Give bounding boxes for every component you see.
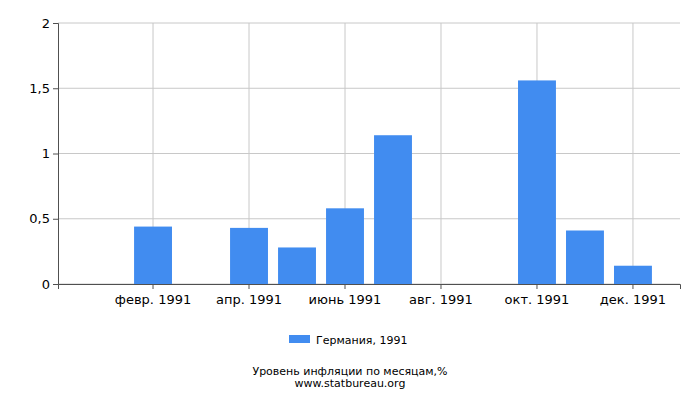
bar [230,228,268,284]
bars [134,80,652,284]
grid-line [58,88,680,89]
tick-mark [53,219,58,220]
tick: 1,5 [29,81,58,96]
tick: авг. 1991 [409,284,473,307]
tick-mark [53,88,58,89]
tick-mark [249,284,250,289]
axis-line [53,24,59,285]
grid-line [58,153,680,154]
tick-label: 0 [42,277,50,292]
bar [182,284,220,285]
tick: февр. 1991 [115,284,191,307]
bar [518,80,556,284]
tick: июнь 1991 [309,284,382,307]
tick-mark [53,154,58,155]
y-axis: 0 0,5 1 1,5 2 [29,16,58,292]
bar [86,284,124,285]
axis-line [59,285,681,290]
tick-label: апр. 1991 [216,292,282,307]
tick-label: 2 [42,16,50,31]
tick: дек. 1991 [600,284,666,307]
bar [374,135,412,284]
tick: 2 [42,16,58,31]
bar [278,247,316,284]
bar [470,284,508,285]
tick: 0,5 [29,211,58,226]
tick-label: дек. 1991 [600,292,666,307]
tick: апр. 1991 [216,284,282,307]
legend: Германия, 1991 [289,334,407,347]
legend-swatch [289,335,310,343]
tick-label: февр. 1991 [115,292,191,307]
chart: 0 0,5 1 1,5 2 февр. 1991 апр. 1991 июнь 1991 авг… [0,0,700,400]
tick-label: авг. 1991 [409,292,473,307]
grid-line [632,23,633,284]
subtitle: www.statbureau.org [295,377,406,390]
tick-mark [53,284,58,285]
legend-label: Германия, 1991 [316,334,407,347]
x-axis: февр. 1991 апр. 1991 июнь 1991 авг. 1991 окт… [59,284,681,307]
bar [422,284,460,285]
tick: 0 [42,277,58,292]
tick-mark [153,284,154,289]
tick-label: окт. 1991 [505,292,570,307]
tick-mark [632,284,633,289]
tick-label: 1 [42,146,50,161]
grid [58,23,680,284]
bar [566,230,604,284]
tick-label: 0,5 [29,211,50,226]
tick-mark [440,284,441,289]
tick: 1 [42,146,58,161]
tick-mark [53,23,58,24]
tick-mark [345,284,346,289]
bar [134,227,172,284]
bar [326,208,364,284]
grid-line [58,218,680,219]
tick: окт. 1991 [505,284,570,307]
tick-label: июнь 1991 [309,292,382,307]
grid-line [58,23,680,24]
bar [614,266,652,284]
tick-mark [536,284,537,289]
grid-line [440,23,441,284]
tick-label: 1,5 [29,81,50,96]
